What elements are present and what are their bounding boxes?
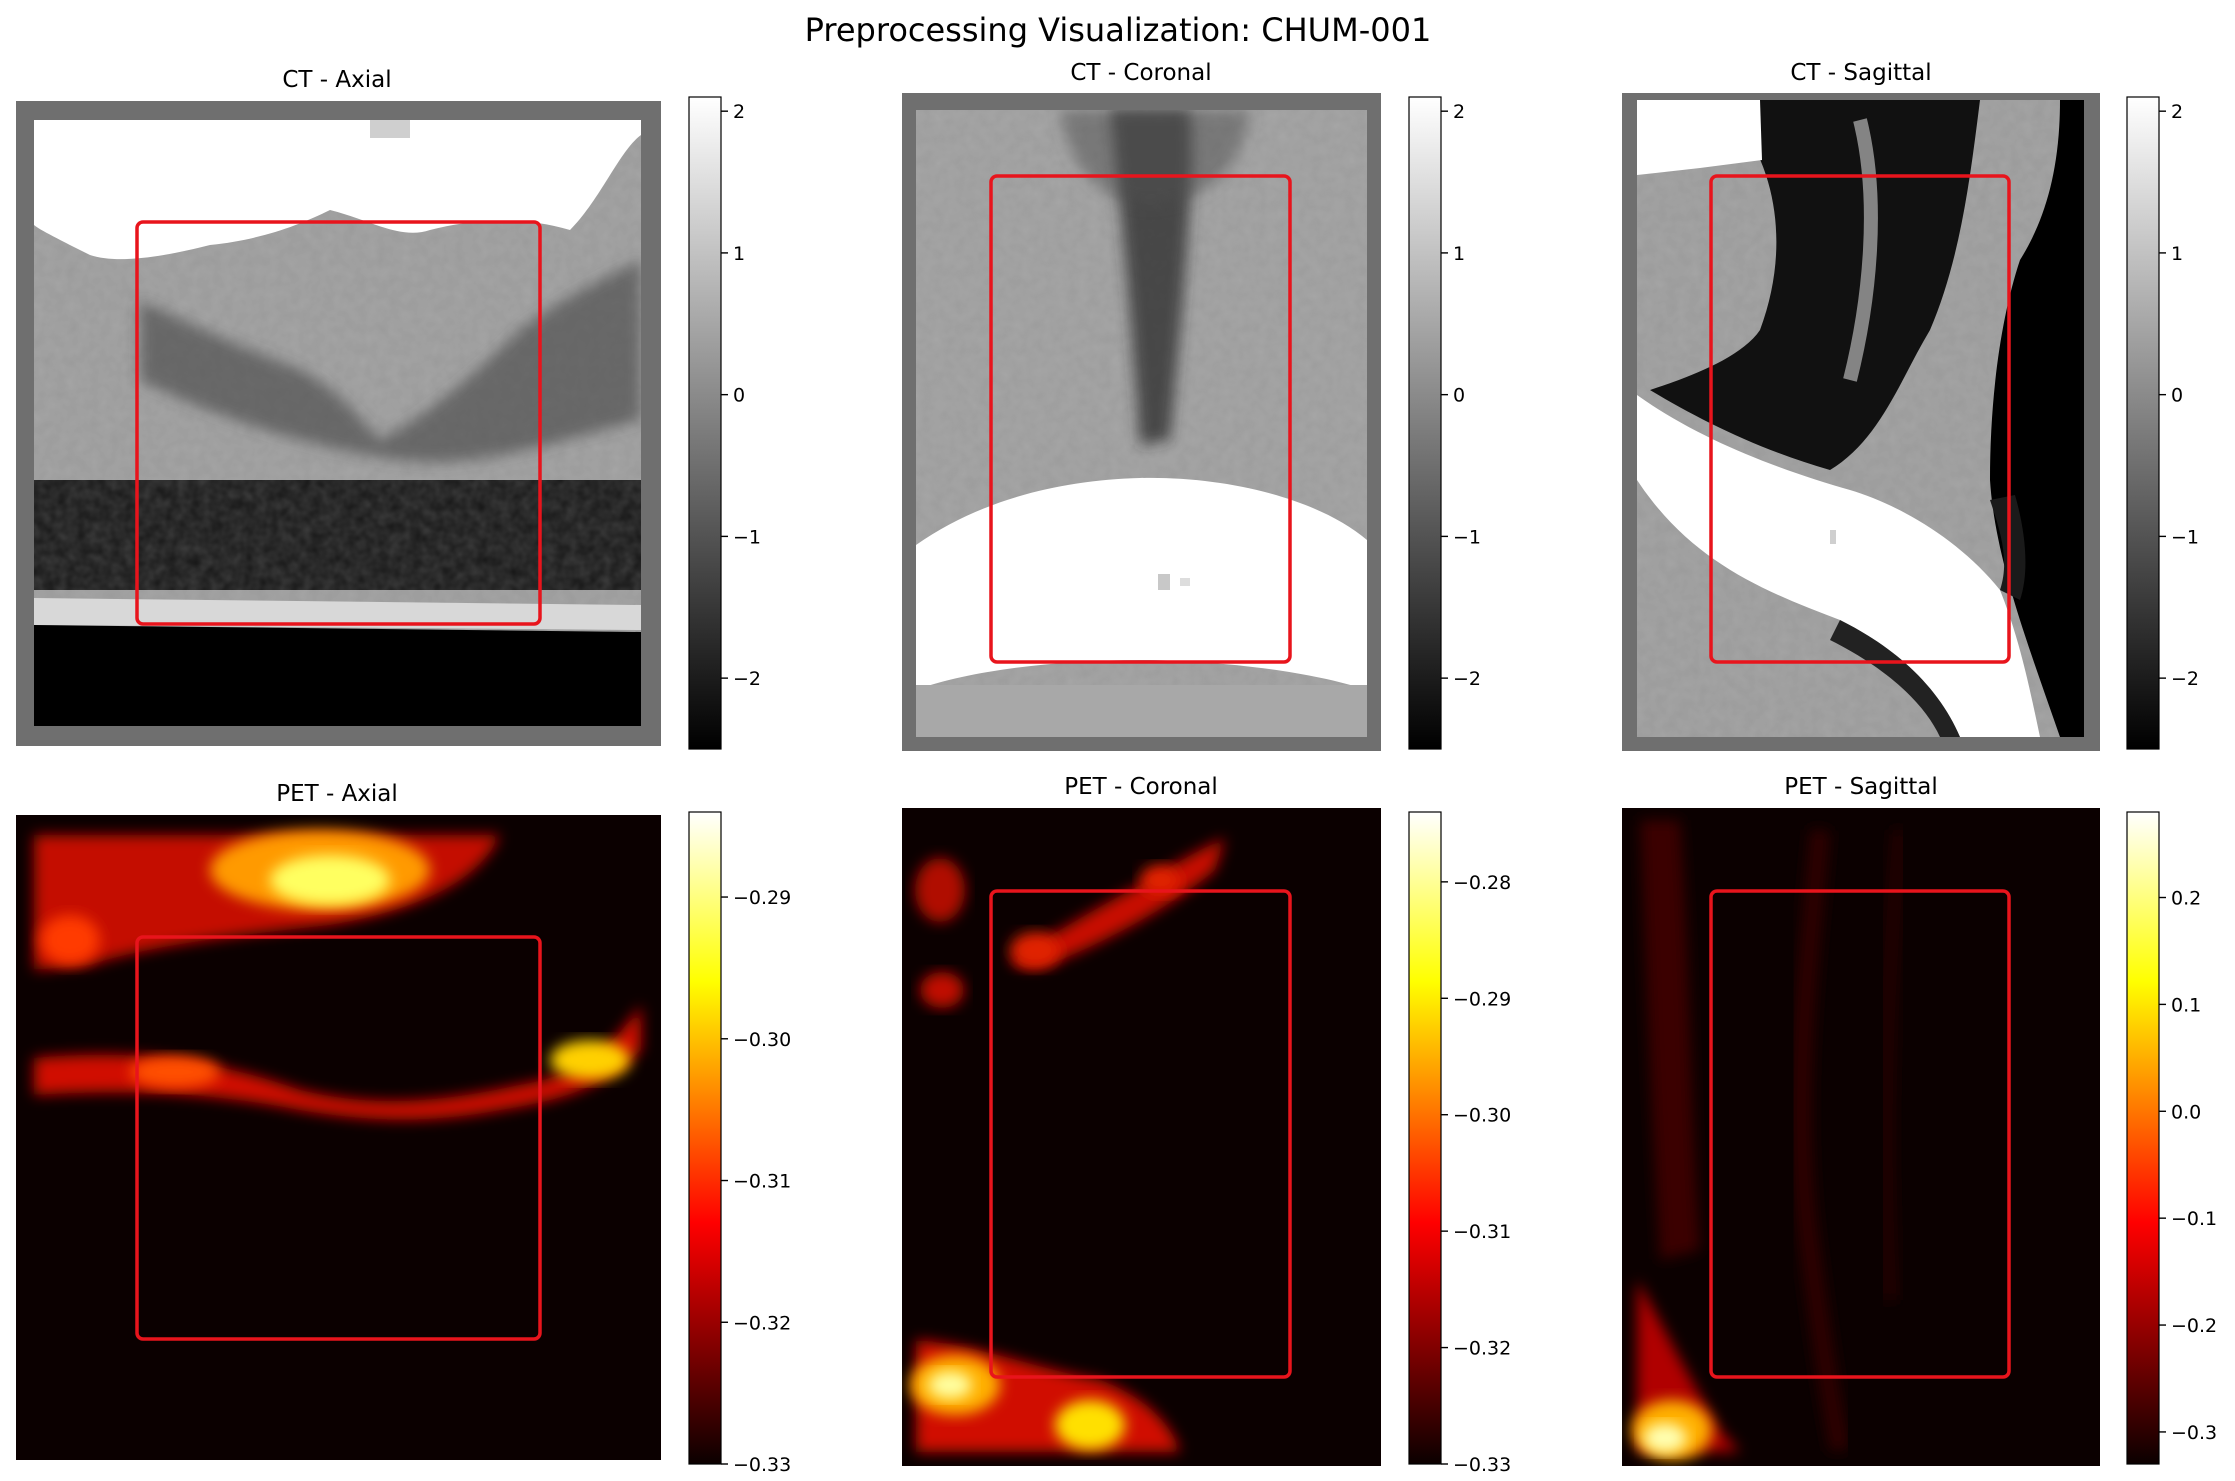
figure-title: Preprocessing Visualization: CHUM-001 [805,11,1432,49]
colorbar: −2 −1 0 1 2 [1408,96,1481,750]
panel-ct-coronal: CT - Coronal −2 −1 0 1 2 [902,60,1481,751]
ct-sagittal-image [1622,93,2100,751]
panel-title: PET - Coronal [1064,774,1218,800]
colorbar-tick-label: −1 [733,526,761,548]
panel-pet-coronal: PET - Coronal −0.28−0.29−0.30−0.31−0.32−… [902,774,1511,1476]
panel-pet-axial: PET - Axial −0.29 −0.30 −0.31 −0.32 −0.33 [16,781,791,1476]
colorbar-tick-label: 0 [1453,385,1465,407]
colorbar: −2 −1 0 1 2 [688,96,761,750]
colorbar-tick-label: −2 [1453,668,1481,690]
colorbar-tick-label: −0.30 [733,1029,791,1051]
pet-sagittal-image [1622,808,2100,1466]
panel-ct-axial: CT - Axial [16,67,761,750]
panel-title: PET - Sagittal [1784,774,1938,800]
bounding-box [989,174,1292,664]
colorbar-tick-label: −0.29 [1453,988,1511,1010]
colorbar-tick-label: −0.33 [1453,1454,1511,1476]
colorbar-tick-label: 0 [2171,385,2183,407]
colorbar-tick-label: 2 [2171,101,2183,123]
bounding-box [1709,174,2011,664]
colorbar: −0.28 −0.29 −0.30 −0.31 −0.32 −0.33 [1408,811,1511,1476]
colorbar-tick-label: −0.28 [1453,872,1511,894]
bounding-box [989,889,1292,1379]
panel-title: CT - Sagittal [1790,60,1931,86]
bounding-box [135,220,542,626]
colorbar: −2 −1 0 1 2 [2126,96,2199,750]
bounding-box [1709,889,2011,1379]
panel-title: CT - Axial [282,67,391,93]
ct-coronal-image [902,93,1381,751]
panel-pet-sagittal: PET - Sagittal 0.2 0.1 0.0 −0.1 −0.2 −0.3 [1622,774,2217,1466]
colorbar-tick-label: −0.2 [2171,1315,2217,1337]
colorbar-tick-label: 2 [733,101,745,123]
colorbar-tick-label: 2 [1453,101,1465,123]
colorbar-tick-label: 1 [2171,243,2183,265]
colorbar-tick-label: −2 [2171,668,2199,690]
ct-axial-image [16,101,661,746]
colorbar-tick-label: −0.3 [2171,1422,2217,1444]
colorbar-tick-label: 1 [733,243,745,265]
colorbar: −0.29 −0.30 −0.31 −0.32 −0.33 [688,811,791,1476]
panel-title: CT - Coronal [1070,60,1211,86]
panel-ct-sagittal: CT - Sagittal [1622,60,2199,751]
panel-title: PET - Axial [276,781,398,807]
colorbar-tick-label: 0 [733,385,745,407]
colorbar-tick-label: −2 [733,668,761,690]
pet-axial-image [16,815,661,1460]
colorbar-tick-label: 0.0 [2171,1101,2201,1123]
colorbar-tick-label: −0.1 [2171,1208,2217,1230]
pet-coronal-image [902,808,1381,1466]
colorbar-tick-label: −0.30 [1453,1105,1511,1127]
colorbar: 0.2 0.1 0.0 −0.1 −0.2 −0.3 [2126,811,2217,1465]
colorbar-tick-label: −0.33 [733,1454,791,1476]
colorbar-tick-label: 1 [1453,243,1465,265]
colorbar-tick-label: −0.32 [733,1312,791,1334]
colorbar-tick-label: −1 [1453,526,1481,548]
bounding-box [135,935,542,1341]
colorbar-tick-label: 0.2 [2171,888,2201,910]
colorbar-tick-label: −0.32 [1453,1338,1511,1360]
colorbar-tick-label: −0.31 [733,1171,791,1193]
colorbar-tick-label: −0.31 [1453,1221,1511,1243]
colorbar-tick-label: −0.29 [733,887,791,909]
colorbar-tick-label: 0.1 [2171,994,2201,1016]
colorbar-tick-label: −1 [2171,526,2199,548]
